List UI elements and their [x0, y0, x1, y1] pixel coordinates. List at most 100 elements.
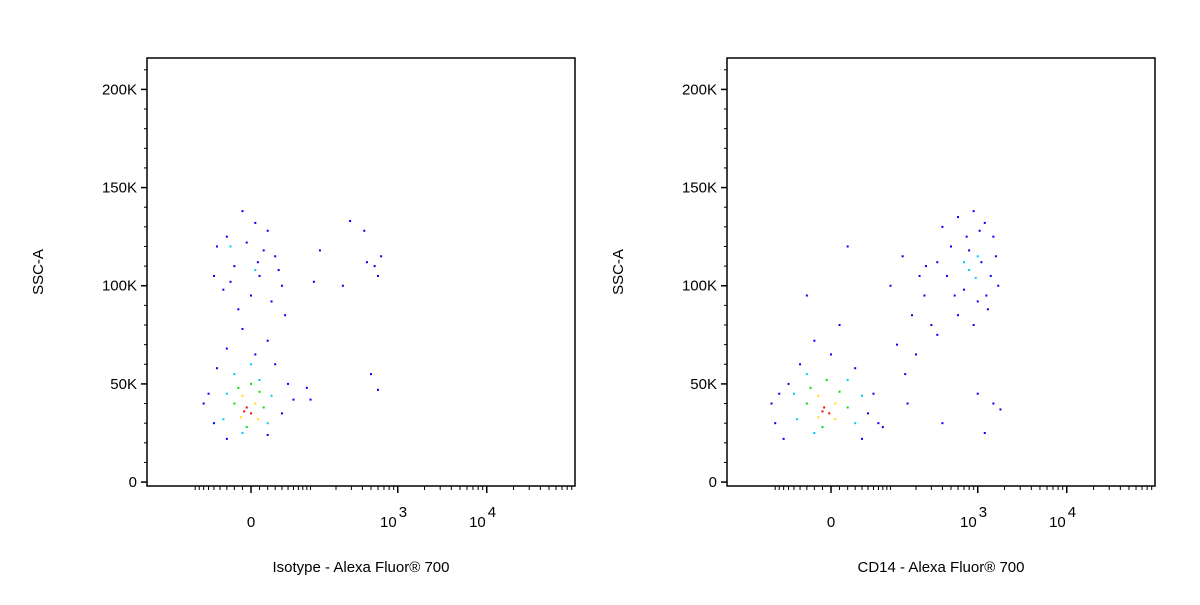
event-dot — [225, 347, 228, 350]
event-dot — [941, 422, 944, 425]
event-dot — [250, 294, 253, 297]
event-dot — [983, 221, 986, 224]
y-tick-label: 0 — [709, 474, 717, 491]
event-dot — [860, 394, 863, 397]
event-dot — [976, 300, 979, 303]
event-dot — [821, 410, 824, 413]
event-dot — [270, 300, 273, 303]
event-dot — [976, 255, 979, 258]
event-dot — [854, 422, 857, 425]
event-dot — [225, 235, 228, 238]
x-tick-exponent: 3 — [979, 504, 987, 521]
event-dot — [277, 269, 280, 272]
event-dot — [978, 229, 981, 232]
event-dot — [860, 437, 863, 440]
event-dot — [809, 386, 812, 389]
x-tick-exponent: 3 — [399, 504, 407, 521]
event-dot — [254, 353, 257, 356]
event-dot — [936, 261, 939, 264]
event-dot — [254, 402, 257, 405]
event-dot — [906, 402, 909, 405]
event-dot — [805, 402, 808, 405]
event-dot — [914, 353, 917, 356]
event-dot — [962, 261, 965, 264]
event-dot — [377, 388, 380, 391]
event-dot — [825, 378, 828, 381]
event-dot — [821, 426, 824, 429]
event-dot — [957, 314, 960, 317]
event-dot — [846, 245, 849, 248]
event-dot — [770, 402, 773, 405]
event-dot — [280, 284, 283, 287]
event-dot — [284, 314, 287, 317]
event-dot — [363, 229, 366, 232]
x-tick-exponent: 4 — [488, 504, 496, 521]
event-dot — [245, 241, 248, 244]
event-dot — [957, 216, 960, 219]
event-dot — [258, 378, 261, 381]
event-dot — [222, 418, 225, 421]
event-dot — [373, 265, 376, 268]
event-dot — [787, 382, 790, 385]
event-dot — [986, 308, 989, 311]
event-dot — [262, 406, 265, 409]
x-tick-label: 10 — [1049, 514, 1066, 531]
event-dot — [999, 408, 1002, 411]
event-dot — [918, 274, 921, 277]
points — [770, 210, 1002, 440]
event-dot — [792, 392, 795, 395]
event-dot — [245, 406, 248, 409]
y-tick-label: 100K — [682, 278, 717, 295]
event-dot — [241, 394, 244, 397]
event-dot — [292, 398, 295, 401]
event-dot — [834, 418, 837, 421]
event-dot — [817, 394, 820, 397]
event-dot — [945, 274, 948, 277]
event-dot — [229, 280, 232, 283]
event-dot — [968, 269, 971, 272]
y-tick-label: 100K — [102, 278, 137, 295]
y-tick-label: 0 — [129, 474, 137, 491]
event-dot — [994, 255, 997, 258]
event-dot — [962, 288, 965, 291]
event-dot — [280, 412, 283, 415]
event-dot — [241, 210, 244, 213]
event-dot — [896, 343, 899, 346]
event-dot — [989, 274, 992, 277]
event-dot — [782, 437, 785, 440]
x-tick-label: 10 — [469, 514, 486, 531]
event-dot — [949, 245, 952, 248]
event-dot — [854, 367, 857, 370]
event-dot — [980, 261, 983, 264]
event-dot — [846, 378, 849, 381]
event-dot — [287, 382, 290, 385]
points — [202, 210, 383, 440]
x-tick-exponent: 4 — [1068, 504, 1076, 521]
event-dot — [911, 314, 914, 317]
event-dot — [953, 294, 956, 297]
event-dot — [881, 426, 884, 429]
event-dot — [936, 333, 939, 336]
event-dot — [309, 398, 312, 401]
event-dot — [930, 324, 933, 327]
event-dot — [266, 339, 269, 342]
event-dot — [262, 249, 265, 252]
y-tick-label: 200K — [682, 81, 717, 98]
event-dot — [365, 261, 368, 264]
event-dot — [212, 422, 215, 425]
event-dot — [250, 363, 253, 366]
x-tick-label: 10 — [380, 514, 397, 531]
event-dot — [774, 422, 777, 425]
event-dot — [266, 433, 269, 436]
plot-frame — [146, 57, 576, 487]
event-dot — [976, 392, 979, 395]
event-dot — [318, 249, 321, 252]
event-dot — [923, 294, 926, 297]
x-tick-label: 10 — [960, 514, 977, 531]
y-tick-label: 50K — [690, 376, 717, 393]
event-dot — [992, 402, 995, 405]
event-dot — [254, 221, 257, 224]
